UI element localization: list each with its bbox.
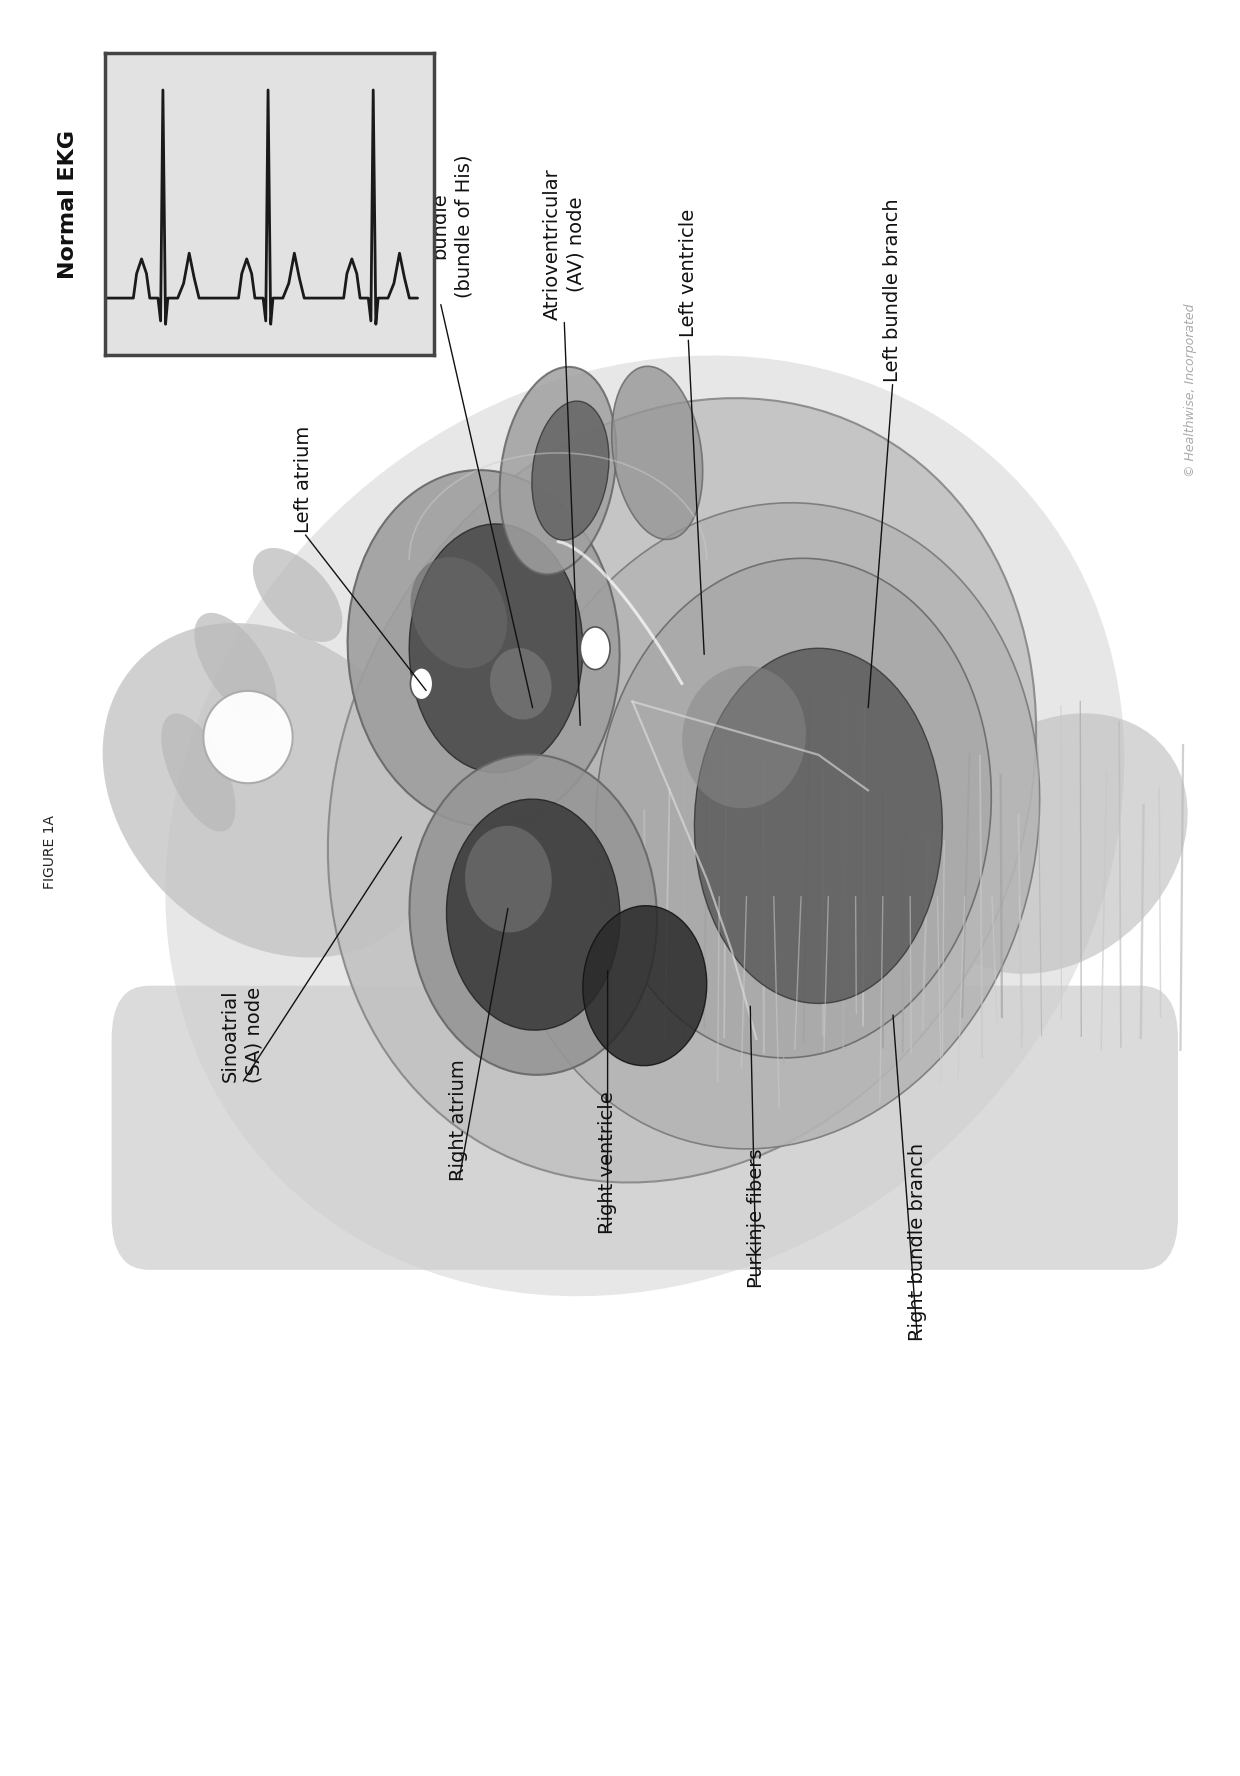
Ellipse shape	[682, 666, 806, 808]
Ellipse shape	[583, 906, 707, 1066]
Ellipse shape	[498, 503, 1039, 1149]
Ellipse shape	[253, 549, 342, 641]
Text: Left ventricle: Left ventricle	[678, 210, 698, 337]
Text: Normal EKG: Normal EKG	[58, 130, 78, 279]
Ellipse shape	[532, 401, 609, 540]
Text: Left bundle branch: Left bundle branch	[883, 199, 903, 382]
Text: Atrioventricular
bundle
(bundle of His): Atrioventricular bundle (bundle of His)	[407, 151, 474, 302]
Ellipse shape	[347, 471, 620, 826]
Ellipse shape	[203, 691, 293, 783]
Text: Right bundle branch: Right bundle branch	[908, 1142, 928, 1341]
Text: FIGURE 1A: FIGURE 1A	[42, 815, 57, 890]
Text: Left atrium: Left atrium	[294, 426, 314, 533]
Ellipse shape	[920, 714, 1188, 973]
Ellipse shape	[410, 558, 507, 668]
Circle shape	[580, 627, 610, 670]
Ellipse shape	[409, 524, 583, 773]
Text: Right atrium: Right atrium	[449, 1058, 469, 1181]
Ellipse shape	[161, 714, 236, 831]
Ellipse shape	[465, 826, 552, 932]
Ellipse shape	[409, 755, 657, 1074]
Text: Sinoatrial
(SA) node: Sinoatrial (SA) node	[221, 987, 263, 1083]
FancyBboxPatch shape	[112, 986, 1178, 1270]
Ellipse shape	[694, 648, 942, 1003]
Ellipse shape	[103, 623, 443, 957]
Text: Right ventricle: Right ventricle	[598, 1092, 618, 1234]
Circle shape	[410, 668, 433, 700]
Text: Atrioventricular
(AV) node: Atrioventricular (AV) node	[543, 169, 585, 320]
Ellipse shape	[195, 613, 277, 719]
Ellipse shape	[500, 368, 616, 574]
Ellipse shape	[165, 355, 1125, 1296]
Ellipse shape	[327, 398, 1037, 1183]
Text: Purkinje fibers: Purkinje fibers	[746, 1147, 766, 1288]
Ellipse shape	[611, 366, 703, 540]
Ellipse shape	[446, 799, 620, 1030]
Text: © Healthwise, Incorporated: © Healthwise, Incorporated	[1184, 304, 1197, 478]
Ellipse shape	[596, 558, 991, 1058]
Ellipse shape	[490, 648, 552, 719]
